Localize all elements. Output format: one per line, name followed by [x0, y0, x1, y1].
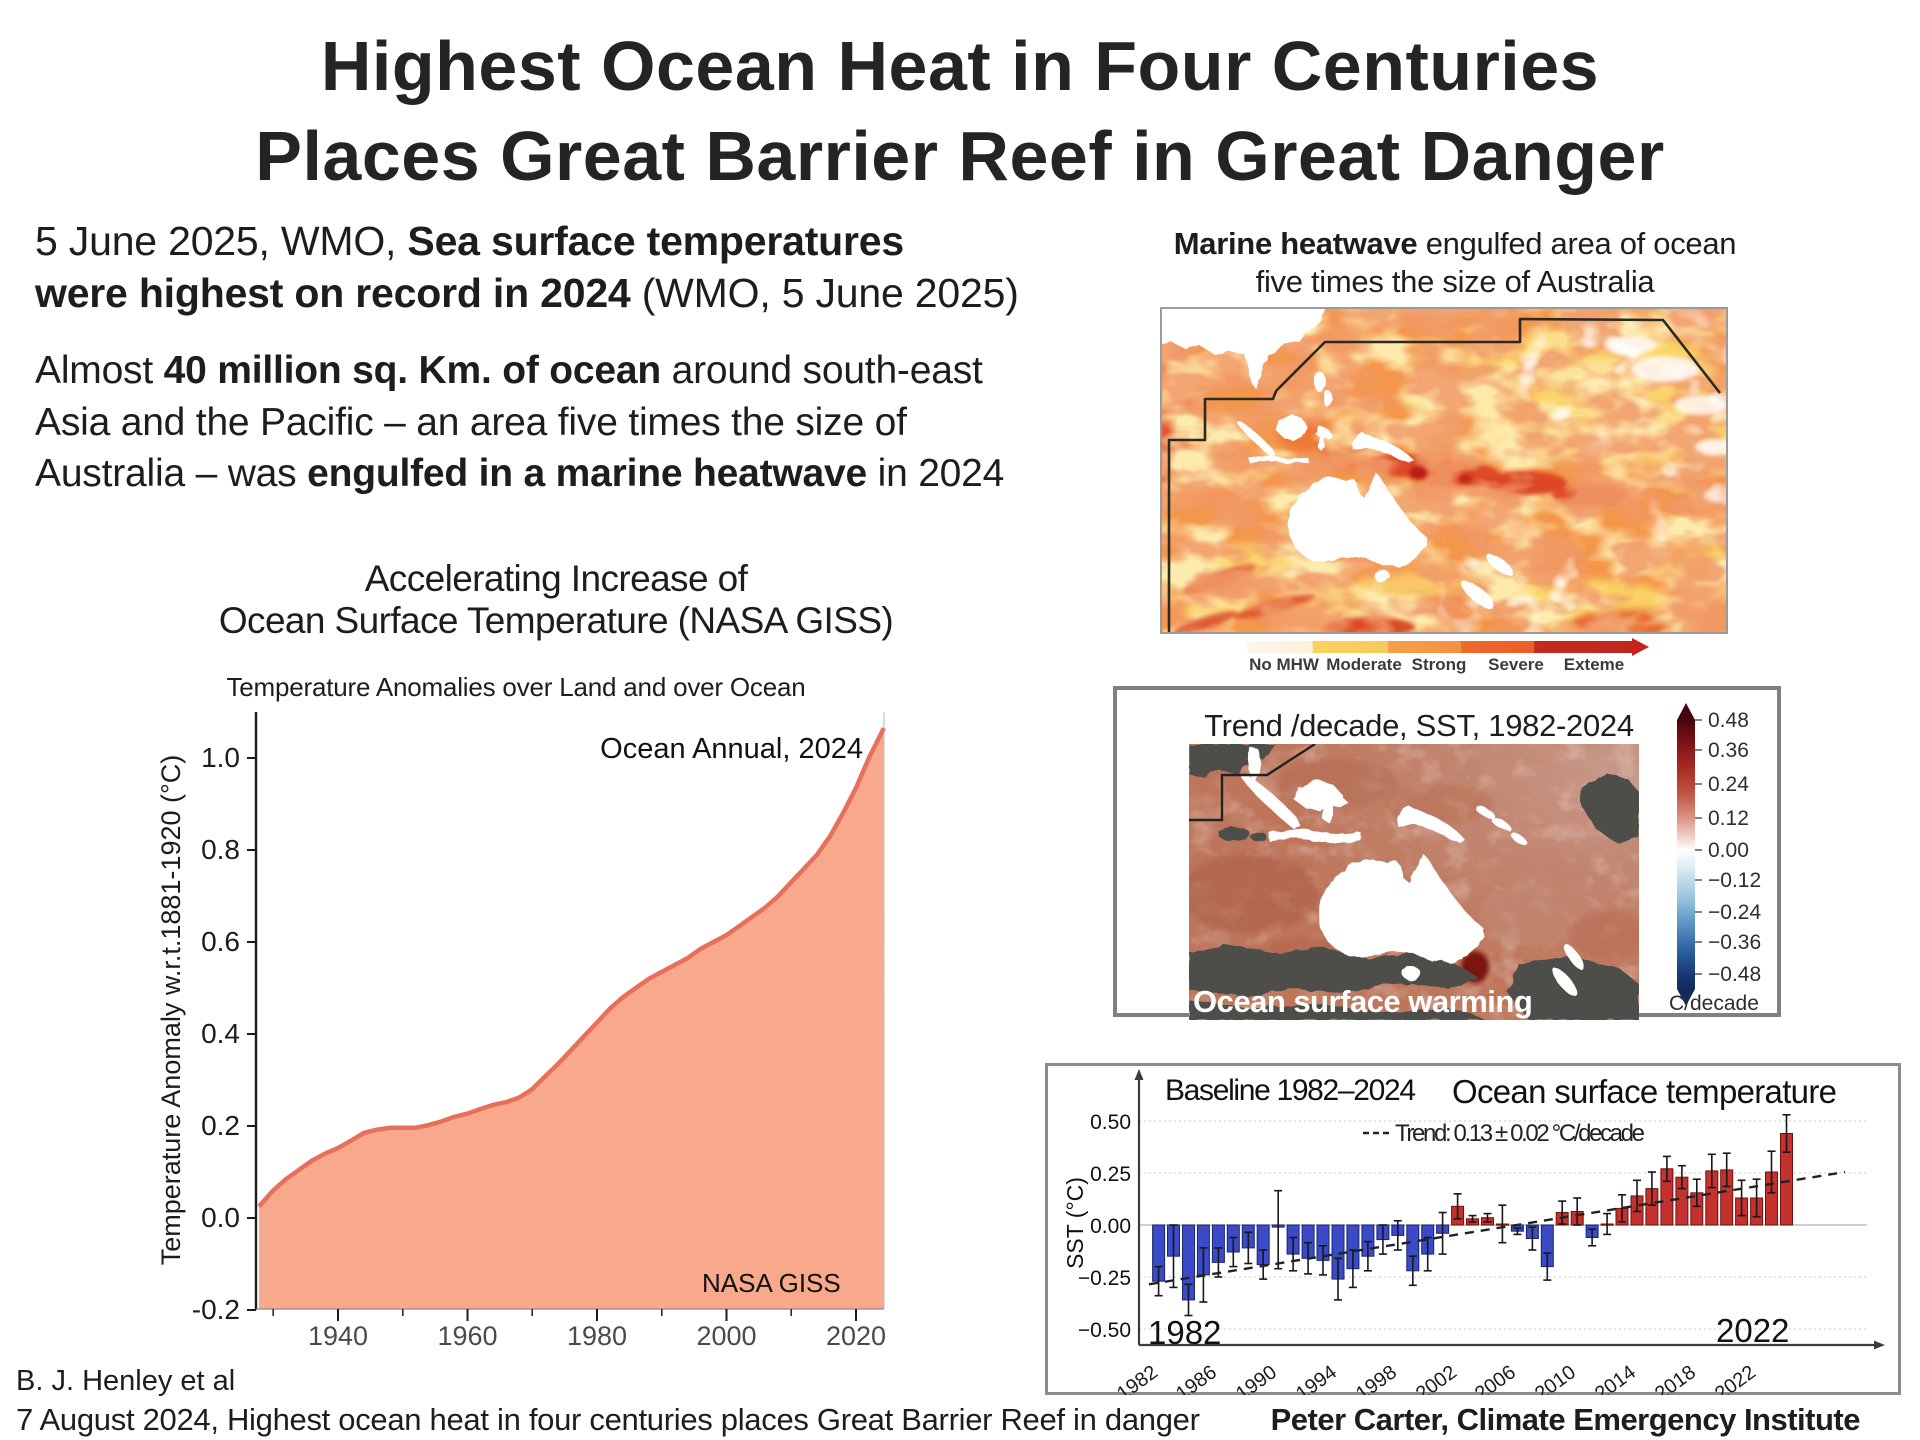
- svg-text:1980: 1980: [567, 1321, 627, 1351]
- svg-text:C/decade: C/decade: [1669, 992, 1759, 1015]
- svg-text:1.0: 1.0: [201, 742, 240, 773]
- svg-text:Exteme: Exteme: [1564, 655, 1624, 674]
- svg-text:0.4: 0.4: [201, 1018, 240, 1049]
- svg-text:Strong: Strong: [1412, 655, 1467, 674]
- svg-text:Ocean Annual, 2024: Ocean Annual, 2024: [600, 733, 863, 765]
- svg-text:Moderate: Moderate: [1326, 655, 1402, 674]
- svg-text:-0.2: -0.2: [192, 1294, 240, 1325]
- svg-text:−0.50: −0.50: [1078, 1319, 1131, 1342]
- svg-text:No MHW: No MHW: [1249, 655, 1320, 674]
- svg-text:0.48: 0.48: [1708, 709, 1749, 732]
- svg-text:0.12: 0.12: [1708, 807, 1749, 830]
- svg-text:0.50: 0.50: [1090, 1111, 1131, 1134]
- svg-text:0.00: 0.00: [1090, 1215, 1131, 1238]
- svg-text:0.6: 0.6: [201, 926, 240, 957]
- svg-text:Ocean surface temperature: Ocean surface temperature: [1452, 1073, 1837, 1110]
- svg-text:−0.48: −0.48: [1708, 963, 1761, 986]
- svg-text:2000: 2000: [696, 1321, 756, 1351]
- svg-text:0.00: 0.00: [1708, 839, 1749, 862]
- svg-text:2020: 2020: [826, 1321, 886, 1351]
- svg-text:NASA GISS: NASA GISS: [702, 1268, 841, 1298]
- svg-text:Temperature Anomaly w.r.t.1881: Temperature Anomaly w.r.t.1881-1920 (°C): [156, 755, 186, 1266]
- svg-text:Ocean surface warming: Ocean surface warming: [1193, 984, 1532, 1019]
- svg-text:1982: 1982: [1148, 1314, 1221, 1351]
- svg-text:−0.36: −0.36: [1708, 931, 1761, 954]
- svg-text:Baseline 1982–2024: Baseline 1982–2024: [1165, 1074, 1416, 1107]
- svg-text:0.24: 0.24: [1708, 773, 1749, 796]
- svg-text:0.2: 0.2: [201, 1110, 240, 1141]
- svg-text:−0.12: −0.12: [1708, 869, 1761, 892]
- svg-text:SST (°C): SST (°C): [1062, 1177, 1088, 1269]
- svg-text:0.25: 0.25: [1090, 1163, 1131, 1186]
- svg-text:0.0: 0.0: [201, 1202, 240, 1233]
- svg-text:Severe: Severe: [1488, 655, 1544, 674]
- svg-text:2022: 2022: [1716, 1312, 1789, 1349]
- svg-text:0.8: 0.8: [201, 834, 240, 865]
- svg-text:0.36: 0.36: [1708, 739, 1749, 762]
- svg-text:1960: 1960: [437, 1321, 497, 1351]
- svg-text:−0.24: −0.24: [1708, 901, 1761, 924]
- svg-text:−0.25: −0.25: [1078, 1267, 1131, 1290]
- svg-text:Trend: 0.13 ± 0.02 °C/decade: Trend: 0.13 ± 0.02 °C/decade: [1395, 1120, 1645, 1147]
- svg-text:1940: 1940: [308, 1321, 368, 1351]
